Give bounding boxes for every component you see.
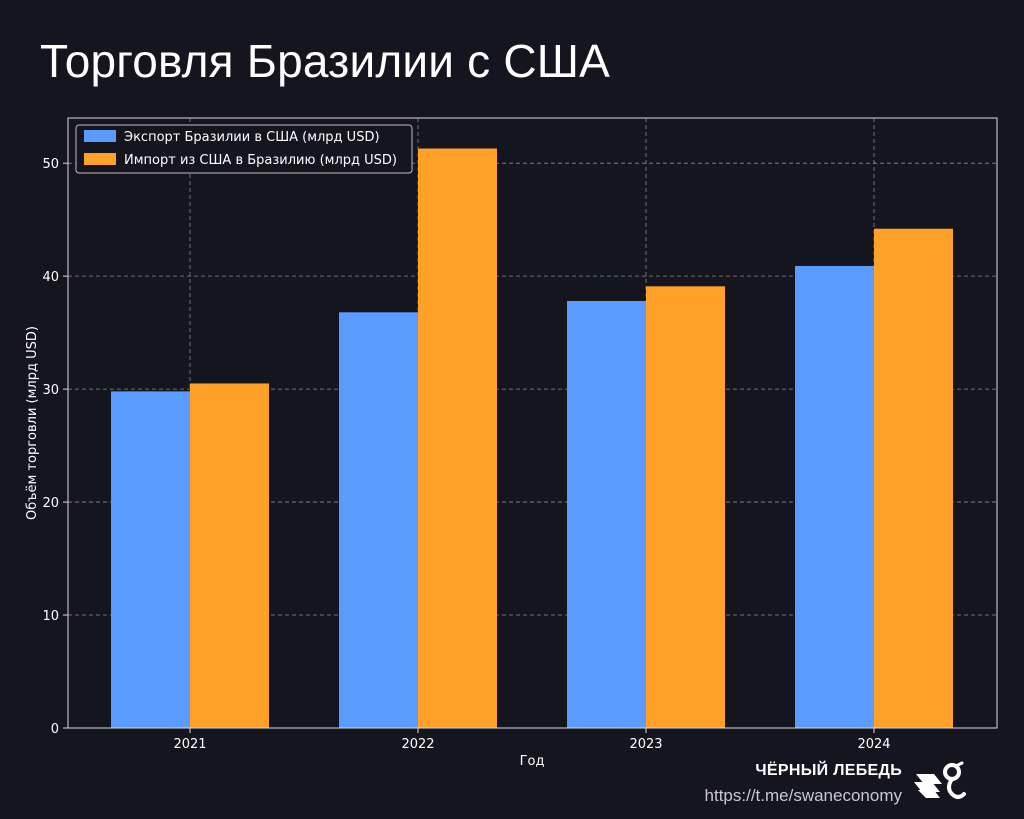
y-tick-label: 50 (42, 157, 59, 172)
brand-name: ЧЁРНЫЙ ЛЕБЕДЬ (755, 762, 902, 779)
x-tick-label: 2021 (173, 737, 206, 752)
bar-export (567, 301, 646, 728)
y-axis-label: Объём торговли (млрд USD) (25, 326, 40, 520)
legend-label-export: Экспорт Бразилии в США (млрд USD) (124, 130, 380, 145)
x-axis-label: Год (520, 754, 545, 769)
y-tick-label: 10 (42, 609, 59, 624)
page-title: Торговля Бразилии с США (40, 35, 611, 87)
bar-export (339, 312, 418, 728)
y-tick-label: 0 (51, 722, 59, 737)
bar-import (646, 286, 725, 728)
legend-swatch-import (84, 153, 116, 165)
x-tick-label: 2024 (857, 737, 890, 752)
legend: Экспорт Бразилии в США (млрд USD) Импорт… (75, 124, 413, 174)
bar-import (190, 383, 269, 728)
x-tick-labels: 2021 2022 2023 2024 (173, 728, 891, 752)
brand-link[interactable]: https://t.me/swaneconomy (704, 786, 902, 805)
bar-import (874, 228, 953, 728)
y-tick-label: 30 (42, 383, 59, 398)
x-tick-label: 2022 (401, 737, 434, 752)
bar-export (795, 265, 874, 728)
y-tick-label: 40 (42, 270, 59, 285)
y-tick-labels: 0 10 20 30 40 50 (42, 157, 68, 737)
x-tick-label: 2023 (629, 737, 662, 752)
swan-logo-icon (914, 761, 966, 799)
legend-box (75, 124, 413, 174)
plot-frame (67, 117, 998, 729)
bars-group (111, 148, 953, 728)
y-tick-label: 20 (42, 496, 59, 511)
bar-import (418, 148, 497, 728)
legend-swatch-export (84, 130, 116, 142)
bar-export (111, 391, 190, 728)
legend-label-import: Импорт из США в Бразилию (млрд USD) (124, 153, 397, 168)
